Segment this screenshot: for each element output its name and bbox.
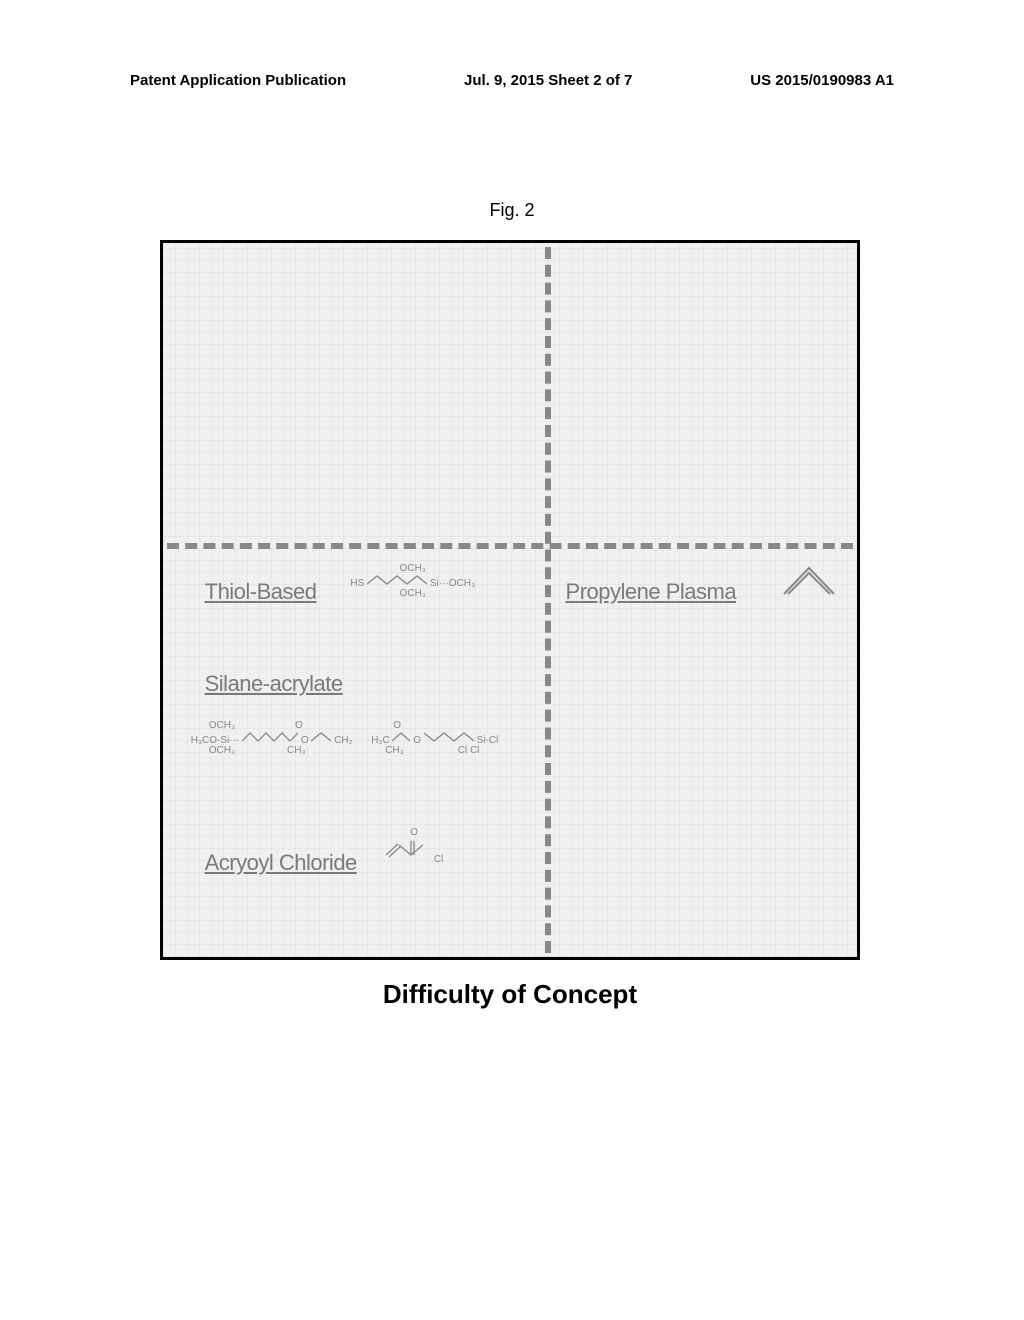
label-och3-c: OCH₃ bbox=[400, 588, 426, 599]
label-och3-e: OCH₃ bbox=[209, 745, 235, 756]
bond-zigzag-icon bbox=[311, 731, 331, 743]
vertical-divider bbox=[545, 247, 551, 953]
figure-2-chart: Level of Achievement Difficulty of Conce… bbox=[160, 240, 860, 960]
item-silane-acrylate: Silane-acrylate bbox=[205, 671, 343, 697]
acryloyl-structure-icon bbox=[385, 838, 431, 858]
page-header: Patent Application Publication Jul. 9, 2… bbox=[130, 72, 894, 89]
figure-number: Fig. 2 bbox=[0, 200, 1024, 221]
label-cl-d: Cl bbox=[434, 854, 443, 865]
label-o-b: O bbox=[393, 720, 401, 731]
header-right: US 2015/0190983 A1 bbox=[750, 72, 894, 89]
label-o-c: O bbox=[410, 827, 418, 838]
bond-zigzag-icon bbox=[424, 731, 474, 743]
label-o-a: O bbox=[295, 720, 303, 731]
propylene-icon bbox=[782, 564, 836, 603]
plot-area: Thiol-Based OCH₃ HS Si···OCH₃ OCH₃ Propy… bbox=[160, 240, 860, 960]
item-thiol-based: Thiol-Based bbox=[205, 579, 317, 605]
header-left: Patent Application Publication bbox=[130, 72, 346, 89]
label-cl-a: Cl bbox=[489, 735, 498, 746]
label-och3-d: OCH₃ bbox=[209, 720, 235, 731]
label-ch3-a: CH₃ bbox=[287, 745, 306, 756]
label-cl-c: Cl bbox=[470, 745, 479, 756]
label-si: Si bbox=[430, 578, 439, 589]
molecule-acryloyl-chloride: O Cl bbox=[385, 828, 443, 861]
label-ch2: CH₂ bbox=[334, 735, 352, 746]
label-och3-b: OCH₃ bbox=[449, 578, 475, 589]
label-ch3-b: CH₃ bbox=[385, 745, 404, 756]
item-acryoyl-chloride: Acryoyl Chloride bbox=[205, 850, 357, 876]
molecule-thiol: OCH₃ HS Si···OCH₃ OCH₃ bbox=[350, 564, 475, 599]
molecule-silane-acrylate-left: OCH₃O H₃CO-Si··· O CH₂ OCH₃CH₃ bbox=[191, 721, 353, 756]
header-center: Jul. 9, 2015 Sheet 2 of 7 bbox=[464, 72, 632, 89]
label-cl-b: Cl bbox=[458, 745, 467, 756]
label-hs: HS bbox=[350, 578, 364, 589]
item-propylene-plasma: Propylene Plasma bbox=[566, 579, 737, 605]
label-och3: OCH₃ bbox=[400, 563, 426, 574]
molecule-silane-acrylate-right: O H₃C O Si-Cl CH₃Cl Cl bbox=[371, 721, 498, 756]
horizontal-divider bbox=[167, 543, 853, 549]
bond-zigzag-icon bbox=[392, 731, 410, 743]
bond-zigzag-icon bbox=[242, 731, 298, 743]
bond-zigzag-icon bbox=[367, 574, 427, 586]
x-axis-label: Difficulty of Concept bbox=[160, 979, 860, 1010]
